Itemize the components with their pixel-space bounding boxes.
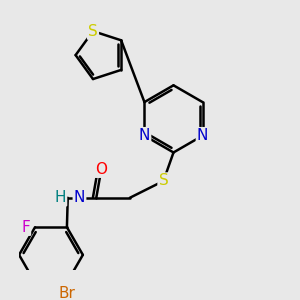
Text: N: N (139, 128, 150, 143)
Text: Br: Br (58, 286, 75, 300)
Text: O: O (95, 162, 107, 177)
Text: S: S (159, 173, 168, 188)
Text: H: H (55, 190, 66, 205)
Text: N: N (74, 190, 85, 205)
Text: N: N (197, 128, 208, 143)
Text: F: F (21, 220, 30, 235)
Text: S: S (88, 24, 98, 39)
